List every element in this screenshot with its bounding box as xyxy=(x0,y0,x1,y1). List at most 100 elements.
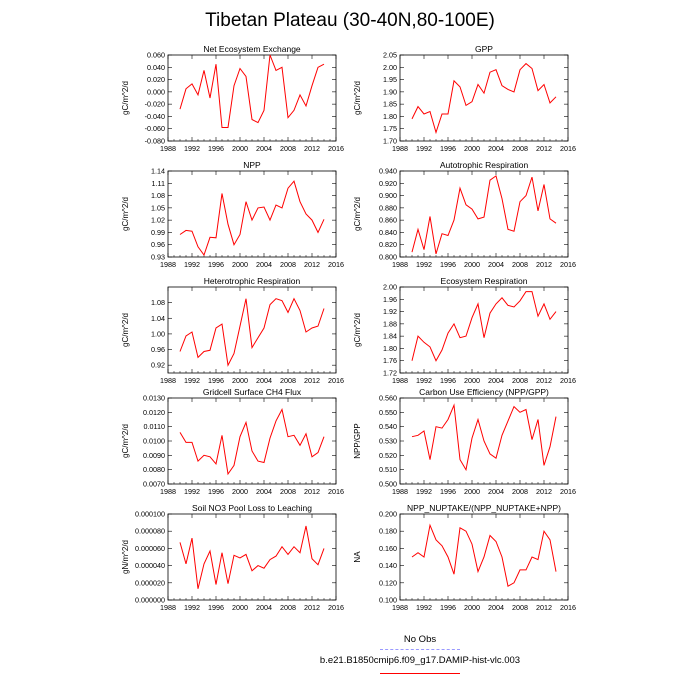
y-tick-label: 1.11 xyxy=(152,179,165,188)
y-tick-label: 0.840 xyxy=(379,228,397,237)
plot-frame xyxy=(399,54,569,142)
series-line xyxy=(411,403,557,472)
x-tick-label: 2016 xyxy=(328,144,344,153)
y-tick-label: 1.08 xyxy=(151,298,165,307)
chart-panel: Gridcell Surface CH4 Flux gC/m^2/d 1988 199… xyxy=(121,387,344,496)
x-tick-label: 1988 xyxy=(392,144,408,153)
x-tick-label: 1992 xyxy=(184,603,200,612)
y-tick-label: 0.000080 xyxy=(135,527,165,536)
x-tick-label: 2012 xyxy=(536,376,552,385)
series-line xyxy=(411,175,557,255)
x-tick-label: 1988 xyxy=(160,144,176,153)
x-tick-label: 2012 xyxy=(304,260,320,269)
y-tick-label: 0.000020 xyxy=(135,578,165,587)
chart-panel: NPP gC/m^2/d 1988 1992 1996 2000 2004 2008 2012 2… xyxy=(121,160,344,269)
y-tick-label: 0.520 xyxy=(379,451,397,460)
x-tick-label: 2004 xyxy=(488,603,504,612)
y-tick-label: 0.160 xyxy=(379,544,397,553)
y-tick-label: 0.99 xyxy=(151,228,165,237)
y-tick-label: 0.900 xyxy=(379,191,397,200)
x-tick-label: 2004 xyxy=(256,487,272,496)
x-tick-label: 2012 xyxy=(536,603,552,612)
y-tick-label: 0.0100 xyxy=(143,437,165,446)
y-tick-label: 0.550 xyxy=(379,408,397,417)
y-axis-label: gC/m^2/d xyxy=(121,313,130,347)
y-tick-label: 0.100 xyxy=(379,596,397,605)
x-tick-label: 1992 xyxy=(184,487,200,496)
y-tick-label: 0.860 xyxy=(379,216,397,225)
x-tick-label: 2000 xyxy=(232,260,248,269)
y-tick-label: 1.70 xyxy=(383,137,397,146)
y-tick-label: 0.140 xyxy=(379,561,397,570)
x-tick-label: 2000 xyxy=(464,487,480,496)
x-tick-label: 1988 xyxy=(392,603,408,612)
x-tick-label: 2004 xyxy=(488,376,504,385)
legend: No Obs b.e21.B1850cmip6.f09_g17.DAMIP-hi… xyxy=(250,634,590,684)
x-tick-label: 1996 xyxy=(208,144,224,153)
y-tick-label: 0.000060 xyxy=(135,544,165,553)
chart-title: Ecosystem Respiration xyxy=(441,276,528,286)
y-tick-label: 0.000 xyxy=(147,87,165,96)
chart-title: Heterotrophic Respiration xyxy=(204,276,301,286)
x-tick-label: 1996 xyxy=(440,376,456,385)
y-tick-label: 0.020 xyxy=(147,75,165,84)
x-tick-label: 2000 xyxy=(232,376,248,385)
y-tick-label: 0.200 xyxy=(379,510,397,519)
x-tick-label: 1992 xyxy=(184,376,200,385)
y-tick-label: 1.72 xyxy=(383,369,397,378)
y-axis-label: gC/m^2/d xyxy=(121,424,130,458)
y-tick-label: 1.76 xyxy=(383,356,397,365)
y-tick-label: 1.00 xyxy=(151,329,165,338)
y-tick-label: 0.000000 xyxy=(135,596,165,605)
x-tick-label: 2016 xyxy=(560,376,576,385)
series-line xyxy=(411,523,557,587)
y-tick-label: 1.92 xyxy=(383,307,397,316)
y-tick-label: 0.500 xyxy=(379,480,397,489)
y-tick-label: 0.000100 xyxy=(135,510,165,519)
x-tick-label: 1992 xyxy=(416,603,432,612)
y-tick-label: 0.530 xyxy=(379,437,397,446)
x-tick-label: 1996 xyxy=(440,603,456,612)
x-tick-label: 1988 xyxy=(160,603,176,612)
x-tick-label: 2000 xyxy=(232,487,248,496)
y-tick-label: 1.80 xyxy=(383,112,397,121)
x-tick-label: 1988 xyxy=(392,487,408,496)
x-tick-label: 1992 xyxy=(416,376,432,385)
y-axis-label: gC/m^2/d xyxy=(353,197,362,231)
y-tick-label: 1.85 xyxy=(383,100,397,109)
y-tick-label: 0.560 xyxy=(379,394,397,403)
x-tick-label: 1996 xyxy=(208,487,224,496)
x-tick-label: 1988 xyxy=(160,487,176,496)
y-tick-label: -0.020 xyxy=(145,100,165,109)
chart-panel: Carbon Use Efficiency (NPP/GPP) NPP/GPP 19… xyxy=(353,387,576,496)
x-tick-label: 2012 xyxy=(536,260,552,269)
y-axis-label: gC/m^2/d xyxy=(353,81,362,115)
x-tick-label: 2016 xyxy=(560,487,576,496)
x-tick-label: 2012 xyxy=(304,376,320,385)
x-tick-label: 1992 xyxy=(416,144,432,153)
x-tick-label: 1996 xyxy=(440,487,456,496)
y-tick-label: 0.820 xyxy=(379,240,397,249)
x-tick-label: 1992 xyxy=(416,487,432,496)
y-tick-label: 1.08 xyxy=(151,191,165,200)
y-tick-label: 1.96 xyxy=(383,295,397,304)
y-axis-label: gC/m^2/d xyxy=(121,81,130,115)
y-tick-label: 0.040 xyxy=(147,63,165,72)
x-tick-label: 2008 xyxy=(512,487,528,496)
x-tick-label: 2000 xyxy=(232,144,248,153)
x-tick-label: 2000 xyxy=(464,144,480,153)
plot-frame xyxy=(167,286,337,374)
x-tick-label: 2000 xyxy=(464,603,480,612)
y-tick-label: 0.800 xyxy=(379,253,397,262)
x-tick-label: 2000 xyxy=(464,260,480,269)
chart-title: Soil NO3 Pool Loss to Leaching xyxy=(192,503,312,513)
x-tick-label: 2012 xyxy=(304,603,320,612)
y-tick-label: -0.080 xyxy=(145,137,165,146)
x-tick-label: 1992 xyxy=(184,144,200,153)
y-tick-label: 2.00 xyxy=(383,63,397,72)
chart-title: Net Ecosystem Exchange xyxy=(203,44,301,54)
y-axis-label: gC/m^2/d xyxy=(353,313,362,347)
y-axis-label: gN/m^2/d xyxy=(121,540,130,574)
chart-title: NPP_NUPTAKE/(NPP_NUPTAKE+NPP) xyxy=(407,503,561,513)
